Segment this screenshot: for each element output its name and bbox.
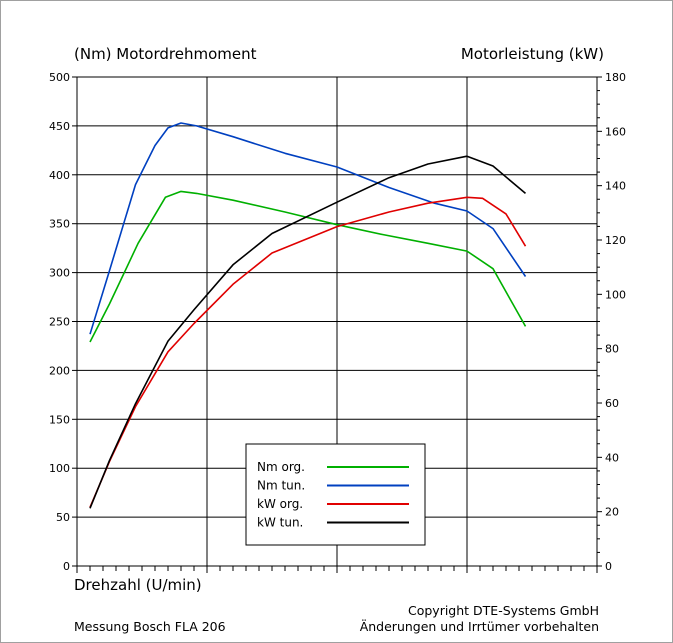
series-line-nm-tun: [89, 122, 527, 335]
left-tick-label: 450: [49, 120, 70, 133]
right-axis-ticks: 0 20 40 60 80 100 120 140 160 180: [597, 71, 626, 573]
left-tick-label: 50: [56, 511, 70, 524]
left-tick-label: 150: [49, 413, 70, 426]
x-axis-ticks: [76, 566, 598, 573]
right-tick-label: 60: [605, 397, 619, 410]
left-tick-label: 400: [49, 169, 70, 182]
x-axis-title: Drehzahl (U/min): [74, 576, 202, 594]
grid-lines: [77, 76, 597, 567]
right-tick-label: 160: [605, 125, 626, 138]
plot-area-border: [76, 76, 598, 567]
right-tick-label: 100: [605, 288, 626, 301]
data-series: [89, 122, 527, 509]
left-tick-label: 100: [49, 462, 70, 475]
series-line-kw-org: [89, 196, 527, 508]
legend-label: kW tun.: [257, 516, 303, 530]
right-axis-title: Motorleistung (kW): [461, 45, 604, 63]
left-tick-label: 200: [49, 364, 70, 377]
legend-label: kW org.: [257, 497, 303, 511]
left-tick-label: 350: [49, 218, 70, 231]
right-tick-label: 20: [605, 506, 619, 519]
right-tick-label: 0: [605, 560, 612, 573]
right-tick-label: 80: [605, 343, 619, 356]
right-tick-label: 120: [605, 234, 626, 247]
right-tick-label: 180: [605, 71, 626, 84]
series-line-kw-tun: [89, 155, 527, 509]
left-tick-label: 300: [49, 267, 70, 280]
left-tick-label: 250: [49, 316, 70, 329]
legend-label: Nm org.: [257, 460, 305, 474]
right-tick-label: 140: [605, 180, 626, 193]
measurement-note: Messung Bosch FLA 206: [74, 619, 226, 634]
legend: Nm org. Nm tun. kW org. kW tun.: [245, 443, 426, 546]
legend-label: Nm tun.: [257, 479, 305, 493]
legend-box: [245, 443, 426, 546]
left-tick-label: 0: [63, 560, 70, 573]
left-axis-ticks: 0 50 100 150 200 250 300 350 400 450 500: [49, 71, 77, 573]
disclaimer-note: Änderungen und Irrtümer vorbehalten: [360, 619, 599, 634]
left-tick-label: 500: [49, 71, 70, 84]
left-axis-title: (Nm) Motordrehmoment: [74, 45, 257, 63]
right-tick-label: 40: [605, 451, 619, 464]
copyright-note: Copyright DTE-Systems GmbH: [408, 603, 599, 618]
series-line-nm-org: [89, 190, 527, 343]
